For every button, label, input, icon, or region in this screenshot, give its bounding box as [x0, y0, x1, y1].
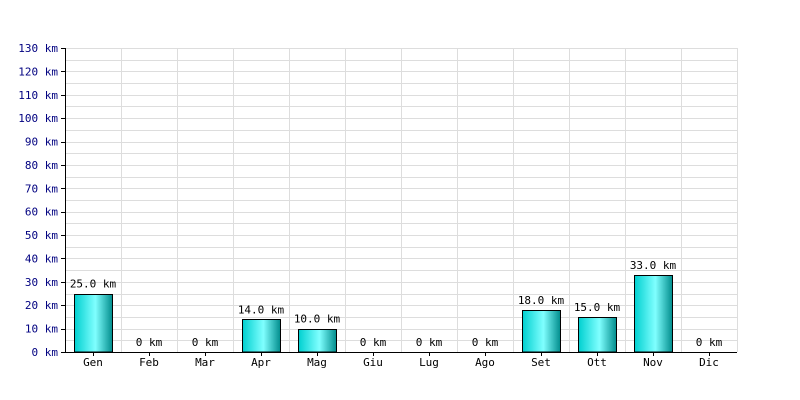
- data-label: 0 km: [192, 336, 219, 349]
- y-tick-label: 80 km: [25, 159, 58, 172]
- data-labels: 25.0 km 0 km 0 km 14.0 km 10.0 km 0 km 0 km 0 k…: [70, 259, 723, 349]
- y-tick-labels: 0 km 10 km 20 km 30 km 40 km 50 km 60 km 70 km 8…: [18, 42, 58, 359]
- data-label: 0 km: [416, 336, 443, 349]
- data-label: 18.0 km: [518, 294, 565, 307]
- y-tick-label: 60 km: [25, 206, 58, 219]
- y-tick-label: 0 km: [32, 346, 59, 359]
- y-tick-label: 20 km: [25, 299, 58, 312]
- y-tick-label: 130 km: [18, 42, 58, 55]
- x-tick-label: Ott: [587, 356, 607, 369]
- x-tick-labels: Gen Feb Mar Apr Mag Giu Lug Ago Set Ott Nov Dic: [83, 356, 719, 369]
- y-tick-label: 50 km: [25, 229, 58, 242]
- x-tick-label: Feb: [139, 356, 159, 369]
- axes: [61, 48, 737, 356]
- x-tick-label: Set: [531, 356, 551, 369]
- bar-ott: [578, 317, 617, 353]
- x-tick-label: Mag: [307, 356, 327, 369]
- data-label: 0 km: [360, 336, 387, 349]
- bar-apr: [242, 319, 281, 353]
- bar-mag: [298, 329, 337, 353]
- x-tick-label: Apr: [251, 356, 271, 369]
- x-tick-label: Gen: [83, 356, 103, 369]
- x-tick-label: Nov: [643, 356, 663, 369]
- bar-nov: [634, 275, 673, 353]
- y-tick-label: 70 km: [25, 182, 58, 195]
- bar-gen: [74, 294, 113, 353]
- data-label: 0 km: [472, 336, 499, 349]
- data-label: 15.0 km: [574, 301, 621, 314]
- y-tick-label: 10 km: [25, 323, 58, 336]
- x-tick-label: Lug: [419, 356, 439, 369]
- x-tick-label: Mar: [195, 356, 215, 369]
- y-tick-label: 90 km: [25, 136, 58, 149]
- data-label: 0 km: [696, 336, 723, 349]
- x-tick-label: Giu: [363, 356, 383, 369]
- y-tick-label: 120 km: [18, 65, 58, 78]
- y-tick-label: 110 km: [18, 89, 58, 102]
- data-label: 10.0 km: [294, 313, 341, 326]
- x-tick-label: Ago: [475, 356, 495, 369]
- bar-set: [522, 310, 561, 353]
- bars: [74, 275, 673, 353]
- y-tick-label: 100 km: [18, 112, 58, 125]
- grid: [65, 48, 738, 352]
- y-tick-label: 30 km: [25, 276, 58, 289]
- data-label: 33.0 km: [630, 259, 677, 272]
- data-label: 0 km: [136, 336, 163, 349]
- x-tick-label: Dic: [699, 356, 719, 369]
- data-label: 25.0 km: [70, 278, 117, 291]
- y-tick-label: 40 km: [25, 252, 58, 265]
- data-label: 14.0 km: [238, 303, 285, 316]
